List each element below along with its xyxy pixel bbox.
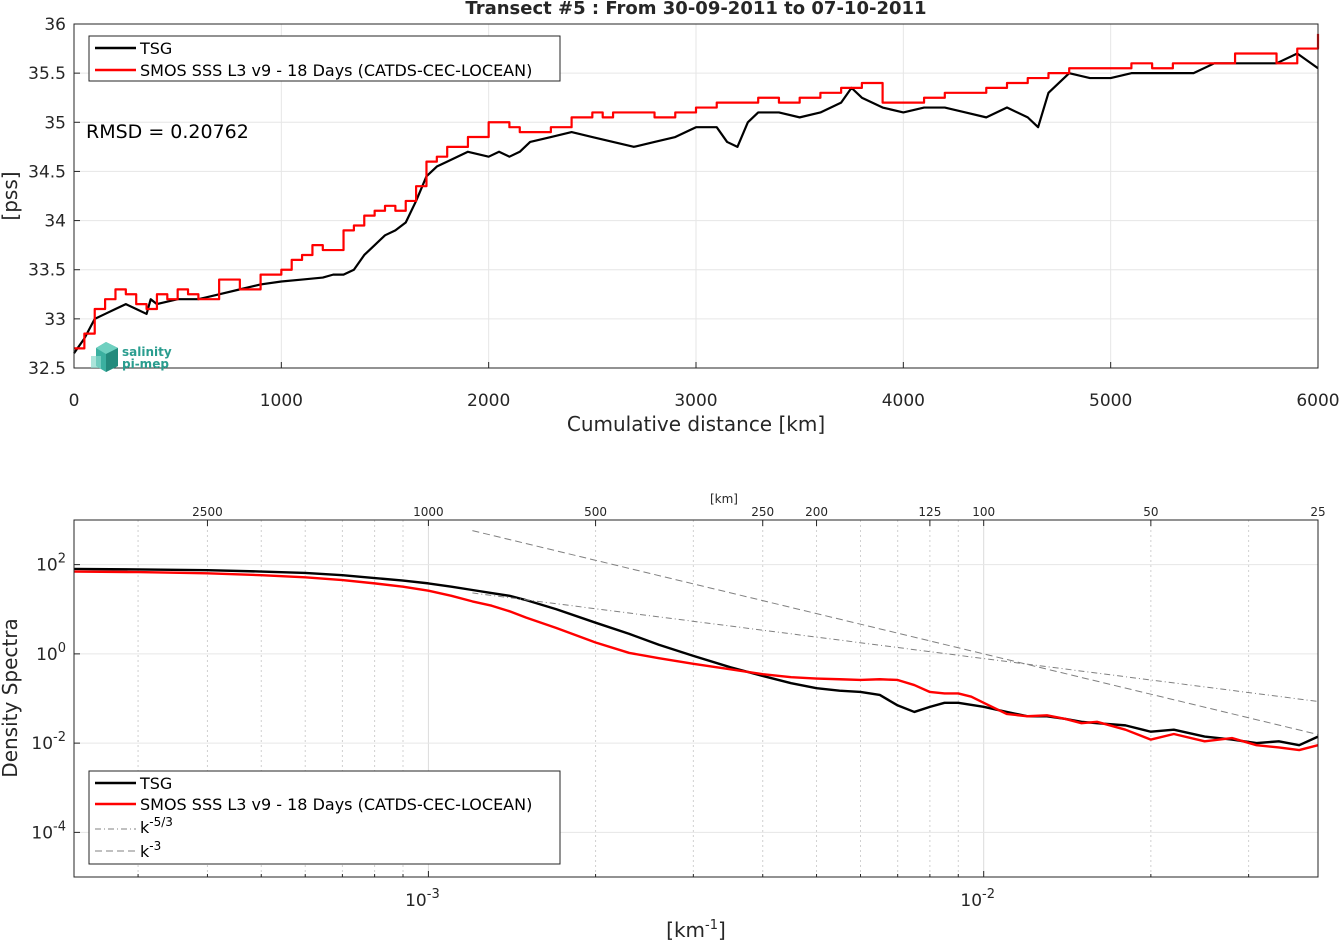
bottom-legend: TSG SMOS SSS L3 v9 - 18 Days (CATDS-CEC-… — [88, 770, 561, 865]
bottom-top-tick-label: 25 — [1310, 505, 1325, 519]
rmsd-annotation: RMSD = 0.20762 — [86, 121, 249, 143]
bottom-top-tick-label: 50 — [1143, 505, 1158, 519]
top-y-tick-label: 35 — [44, 113, 66, 133]
top-x-tick-label: 3000 — [674, 391, 717, 411]
bottom-series-group — [73, 530, 1319, 752]
bottom-top-tick-label: 2500 — [192, 505, 223, 519]
top-x-axis-label: Cumulative distance [km] — [567, 412, 825, 436]
top-chart: 0 1000 2000 3000 4000 5000 6000 32.5 33 33.5 34 34.… — [0, 0, 1339, 436]
bottom-legend-label-tsg: TSG — [139, 774, 172, 793]
top-series-line-smos — [74, 33, 1320, 350]
top-legend-box — [88, 35, 561, 82]
top-y-tick-label: 34 — [44, 212, 66, 232]
bottom-ticks: 102 100 10-2 10-4 10-3 10-2 2500 1000 500 250 200 1… — [31, 505, 1325, 911]
top-x-tick-label: 4000 — [882, 391, 925, 411]
top-y-tick-label: 34.5 — [28, 162, 66, 182]
top-x-tick-label: 1000 — [260, 391, 303, 411]
top-legend-label-smos: SMOS SSS L3 v9 - 18 Days (CATDS-CEC-LOCE… — [140, 61, 532, 80]
bottom-series-line-k3 — [472, 530, 1319, 735]
bottom-top-tick-label: 500 — [584, 505, 607, 519]
bottom-top-tick-label: 250 — [751, 505, 774, 519]
top-y-axis-label: [pss] — [0, 171, 22, 220]
bottom-legend-box — [88, 770, 561, 865]
top-y-tick-label: 36 — [44, 15, 66, 35]
top-y-tick-label: 32.5 — [28, 359, 66, 379]
bottom-x-tick-label: 10-3 — [405, 887, 440, 911]
top-y-tick-label: 33 — [44, 310, 66, 330]
top-x-tick-label: 6000 — [1296, 391, 1339, 411]
bottom-top-tick-label: 100 — [972, 505, 995, 519]
top-series-group — [73, 33, 1320, 354]
top-x-tick-label: 5000 — [1089, 391, 1132, 411]
bottom-top-tick-label: 1000 — [413, 505, 444, 519]
bottom-legend-label-k3: k-3 — [140, 839, 161, 861]
bottom-top-axis-label: [km] — [710, 492, 738, 506]
salinity-pi-mep-logo: salinity pi-mep — [91, 342, 172, 372]
bottom-series-line-smos — [73, 570, 1319, 752]
bottom-series-line-tsg — [73, 567, 1319, 747]
top-legend-label-tsg: TSG — [139, 39, 172, 58]
top-legend: TSG SMOS SSS L3 v9 - 18 Days (CATDS-CEC-… — [88, 35, 561, 82]
top-x-tick-label: 0 — [69, 391, 80, 411]
bottom-y-tick-label: 10-2 — [31, 730, 66, 754]
bottom-x-tick-label: 10-2 — [960, 887, 995, 911]
top-y-tick-label: 33.5 — [28, 261, 66, 281]
top-y-tick-label: 35.5 — [28, 64, 66, 84]
bottom-top-tick-label: 125 — [918, 505, 941, 519]
bottom-x-axis-label: [km-1] — [666, 918, 726, 942]
bottom-y-tick-label: 10-4 — [31, 819, 66, 843]
bottom-plot-frame — [73, 519, 1319, 878]
bottom-top-tick-label: 200 — [805, 505, 828, 519]
logo-text-line1: salinity — [122, 345, 172, 359]
bottom-y-axis-label: Density Spectra — [0, 618, 22, 777]
bottom-y-tick-label: 102 — [36, 552, 66, 576]
bottom-legend-label-smos: SMOS SSS L3 v9 - 18 Days (CATDS-CEC-LOCE… — [140, 795, 532, 814]
top-ticks: 0 1000 2000 3000 4000 5000 6000 32.5 33 33.5 34 34.… — [28, 15, 1339, 411]
top-x-tick-label: 2000 — [467, 391, 510, 411]
top-chart-title: Transect #5 : From 30-09-2011 to 07-10-2… — [465, 0, 926, 19]
bottom-legend-label-k53: k-5/3 — [140, 815, 173, 837]
bottom-y-tick-label: 100 — [36, 641, 66, 665]
logo-text-line2: pi-mep — [122, 357, 169, 371]
logo-cube-icon — [91, 342, 118, 372]
bottom-chart: 102 100 10-2 10-4 10-3 10-2 2500 1000 500 250 200 1… — [0, 492, 1326, 942]
